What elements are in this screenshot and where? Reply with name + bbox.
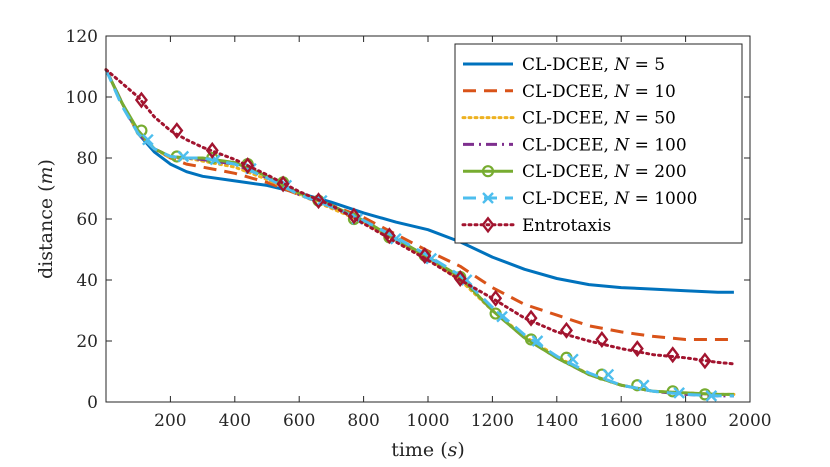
- data-point-diamond: [276, 175, 290, 193]
- data-point-cross: [567, 353, 579, 366]
- data-point-diamond: [312, 192, 326, 210]
- x-tick-label: 1200: [471, 411, 514, 431]
- data-point-cross: [482, 192, 494, 204]
- data-point-cross: [531, 335, 544, 347]
- data-point-diamond: [524, 309, 538, 327]
- data-point-diamond: [559, 321, 573, 339]
- data-point-diamond: [453, 270, 467, 287]
- data-point-cross: [425, 252, 438, 265]
- y-tick-label: 80: [76, 149, 98, 169]
- legend-entry: CL-DCEE, N = 10: [463, 82, 676, 102]
- data-point-diamond: [489, 289, 503, 307]
- legend-label: CL-DCEE, N = 100: [522, 135, 687, 155]
- data-point-diamond: [481, 216, 495, 234]
- legend-label: CL-DCEE, N = 1000: [522, 189, 698, 209]
- y-tick-label: 40: [76, 271, 98, 291]
- x-tick-label: 200: [154, 411, 186, 431]
- data-point-cross: [142, 133, 154, 146]
- series-7: [104, 68, 736, 370]
- legend-entry: CL-DCEE, N = 1000: [463, 189, 698, 209]
- data-point-diamond: [595, 331, 609, 348]
- data-point-circle: [481, 165, 495, 178]
- legend-entry: CL-DCEE, N = 5: [463, 55, 665, 75]
- data-point-cross: [637, 379, 650, 392]
- x-tick-label: 2000: [728, 411, 771, 431]
- data-point-diamond: [170, 122, 184, 140]
- series-line: [104, 68, 734, 398]
- data-point-cross: [602, 368, 615, 381]
- y-tick-label: 20: [76, 332, 98, 352]
- data-point-diamond: [241, 157, 255, 175]
- series-line: [104, 68, 734, 294]
- legend-entry: Entrotaxis: [461, 216, 611, 236]
- data-point-cross: [673, 387, 686, 399]
- x-tick-label: 400: [219, 411, 251, 431]
- data-point-cross: [705, 390, 718, 402]
- legend-entry: CL-DCEE, N = 200: [463, 162, 687, 182]
- legend-label: CL-DCEE, N = 5: [522, 55, 665, 75]
- data-point-cross: [177, 150, 190, 163]
- data-point-diamond: [205, 141, 219, 159]
- x-tick-label: 1800: [664, 411, 707, 431]
- legend-label: CL-DCEE, N = 200: [522, 162, 687, 182]
- x-tick-label: 800: [347, 411, 379, 431]
- x-tick-label: 1600: [600, 411, 643, 431]
- series-line: [104, 68, 736, 366]
- data-point-diamond: [666, 346, 680, 364]
- y-tick-label: 0: [87, 393, 98, 413]
- data-point-diamond: [418, 247, 432, 265]
- y-tick-label: 120: [66, 27, 98, 47]
- series-1: [104, 68, 734, 294]
- legend-label: CL-DCEE, N = 10: [522, 82, 676, 102]
- y-axis-label: distance (m): [35, 159, 57, 279]
- data-point-diamond: [382, 227, 396, 245]
- y-tick-label: 60: [76, 210, 98, 230]
- y-tick-label: 100: [66, 88, 98, 108]
- x-tick-label: 1000: [406, 411, 449, 431]
- legend-label: CL-DCEE, N = 50: [522, 109, 676, 129]
- series-layer: [104, 68, 736, 402]
- data-point-diamond: [347, 207, 361, 225]
- data-point-diamond: [134, 91, 148, 109]
- legend-label: Entrotaxis: [522, 216, 611, 236]
- legend: CL-DCEE, N = 5 CL-DCEE, N = 10 CL-DCEE, N …: [454, 43, 743, 244]
- data-point-cross: [496, 310, 508, 323]
- axis-ticks: 200 400 600 800 1000 1200 1400 1600 1800 2000 0 20 4…: [66, 27, 772, 431]
- x-axis-label: time (s): [391, 439, 465, 461]
- legend-entry: CL-DCEE, N = 100: [463, 135, 687, 155]
- x-tick-label: 600: [283, 411, 315, 431]
- data-point-diamond: [630, 340, 644, 358]
- legend-entry: CL-DCEE, N = 50: [461, 109, 676, 129]
- data-point-diamond: [698, 352, 712, 370]
- x-tick-label: 1400: [535, 411, 578, 431]
